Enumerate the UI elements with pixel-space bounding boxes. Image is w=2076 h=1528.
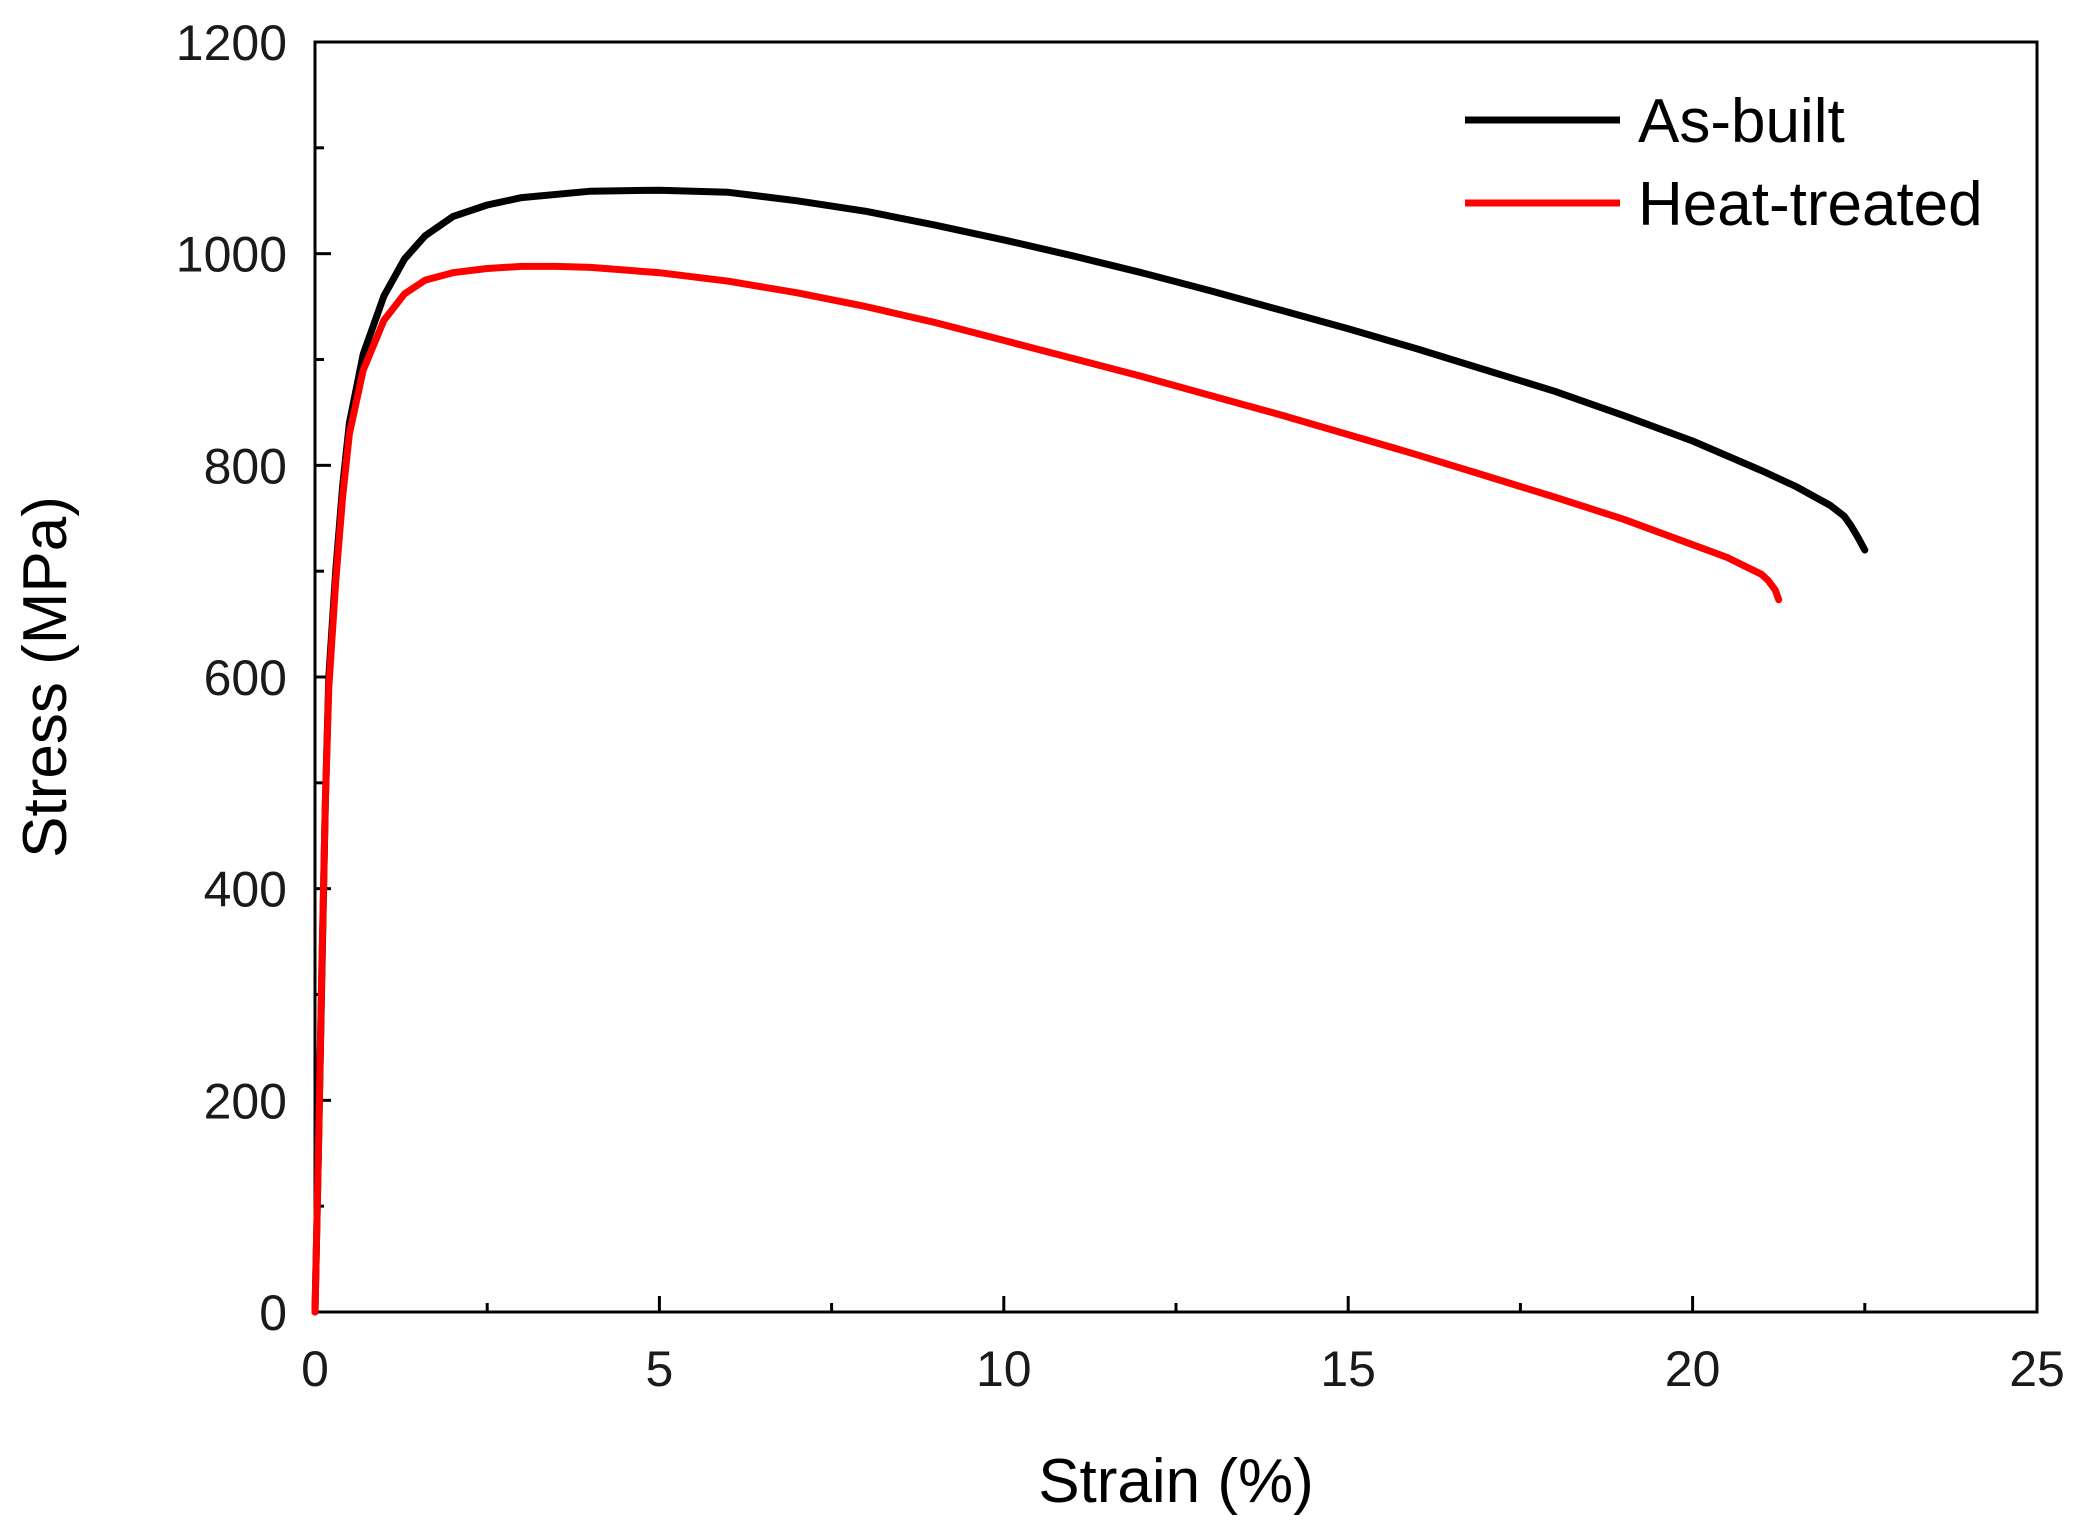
- legend-label-as-built: As-built: [1638, 87, 1845, 156]
- y-tick-label-1200: 1200: [176, 15, 287, 71]
- series-group: [311, 186, 1869, 1316]
- y-tick-label-800: 800: [204, 438, 287, 494]
- y-tick-label-600: 600: [204, 650, 287, 706]
- y-tick-label-1000: 1000: [176, 227, 287, 283]
- x-tick-label-5: 5: [645, 1341, 673, 1397]
- x-tick-label-0: 0: [301, 1341, 329, 1397]
- y-tick-label-400: 400: [204, 862, 287, 918]
- y-tick-label-200: 200: [204, 1073, 287, 1129]
- x-tick-label-15: 15: [1320, 1341, 1376, 1397]
- legend-label-heat-treated: Heat-treated: [1638, 170, 1983, 239]
- x-axis-title: Strain (%): [1038, 1447, 1314, 1516]
- x-tick-label-25: 25: [2009, 1341, 2065, 1397]
- y-tick-label-0: 0: [259, 1285, 287, 1341]
- series-line-as-built: [311, 186, 1869, 1316]
- minor-ticks: [315, 146, 1867, 1312]
- series-line-heat-treated: [311, 262, 1783, 1316]
- legend: As-built Heat-treated: [1465, 87, 1983, 239]
- x-tick-label-20: 20: [1665, 1341, 1721, 1397]
- y-tick-labels: 0 200 400 600 800 1000 1200: [176, 15, 287, 1341]
- y-axis-title: Stress (MPa): [11, 496, 80, 858]
- x-tick-label-10: 10: [976, 1341, 1032, 1397]
- x-tick-labels: 0 5 10 15 20 25: [301, 1341, 2065, 1397]
